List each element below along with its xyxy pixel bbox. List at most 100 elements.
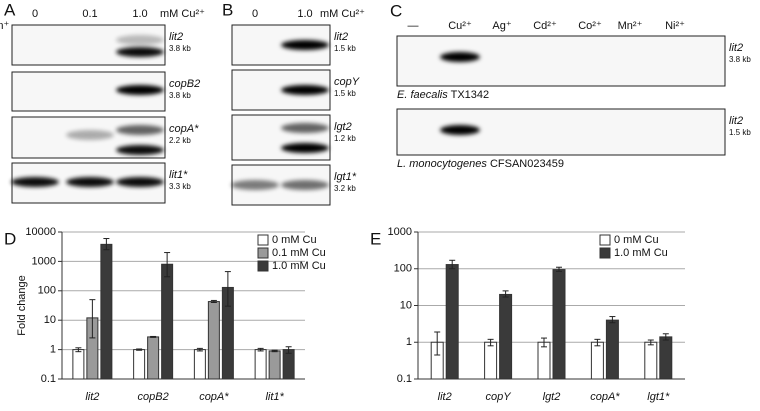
error-bar (164, 252, 171, 278)
band (281, 180, 329, 190)
error-bar (647, 339, 654, 346)
band (281, 143, 329, 153)
column-header: Co²⁺ (578, 20, 602, 32)
error-bar (594, 338, 601, 347)
error-bar (556, 266, 562, 272)
size-label: 1.5 kb (334, 89, 356, 98)
x-tick-label: lit2 (438, 391, 452, 403)
legend-label: 0.1 mM Cu (272, 247, 326, 259)
x-tick-label: lgt1* (647, 391, 670, 403)
column-header: 0 (32, 8, 38, 20)
size-label: 3.2 kb (334, 184, 356, 193)
band (281, 85, 329, 95)
size-label: 1.2 kb (334, 134, 356, 143)
panel-label: D (4, 229, 16, 248)
size-label: 3.8 kb (169, 91, 191, 100)
y-axis-label: Fold change (16, 275, 28, 336)
legend-swatch (257, 260, 269, 272)
size-label: 3.3 kb (169, 182, 191, 191)
legend-swatch (257, 234, 269, 246)
bar (499, 293, 513, 380)
blot (396, 35, 726, 87)
band (281, 123, 329, 133)
bar (484, 341, 498, 380)
y-tick-label: 10000 (25, 226, 56, 238)
band (116, 125, 164, 135)
panel-label: A (4, 0, 16, 19)
bar (605, 319, 619, 380)
column-header: Ag⁺ (492, 20, 511, 32)
error-bar (196, 347, 203, 352)
strain-caption: E. faecalis TX1342 (397, 89, 489, 101)
error-bar (75, 347, 82, 353)
y-tick-label: 1000 (32, 255, 56, 267)
error-bar (271, 349, 278, 353)
bar (644, 341, 658, 380)
panel-label: B (222, 0, 233, 19)
legend-label: 1.0 mM Cu (272, 260, 326, 272)
column-header: Cu²⁺ (448, 20, 472, 32)
bar (100, 243, 113, 380)
x-tick-label: copB2 (138, 391, 169, 403)
column-header: 1.0 (297, 8, 312, 20)
band (116, 145, 164, 155)
y-tick-label: 0.1 (397, 373, 412, 385)
x-tick-label: lit1* (265, 391, 284, 403)
column-header: — (408, 20, 419, 32)
band (116, 47, 164, 57)
x-tick-label: copA* (590, 391, 620, 403)
error-bar (150, 335, 157, 338)
error-bar (89, 299, 96, 339)
column-header: Mn²⁺ (618, 20, 643, 32)
error-bar (257, 347, 264, 352)
y-tick-label: 100 (38, 285, 56, 297)
size-label: 2.2 kb (169, 136, 191, 145)
y-tick-label: 10 (44, 314, 56, 326)
bar (282, 349, 295, 380)
strain: CFSAN023459 (490, 158, 564, 170)
strain-caption: L. monocytogenes CFSAN023459 (397, 158, 564, 170)
bar (659, 336, 673, 380)
band (11, 177, 59, 187)
panel-label: E (370, 229, 381, 248)
error-bar (449, 259, 456, 270)
band (116, 85, 164, 95)
band (440, 52, 480, 62)
error-bar (224, 271, 231, 307)
column-header: Zn⁺ (0, 20, 10, 32)
size-label: 1.5 kb (334, 44, 356, 53)
gene-label: copY (334, 76, 360, 88)
gene-label: copA* (169, 123, 199, 135)
y-tick-label: 100 (394, 263, 412, 275)
blot (11, 24, 166, 66)
bar (147, 336, 160, 380)
y-tick-label: 10 (400, 299, 412, 311)
size-label: 3.8 kb (729, 55, 751, 64)
band (66, 177, 114, 187)
bar (207, 301, 220, 380)
error-bar (103, 238, 110, 251)
gene-label: lit2 (169, 31, 183, 43)
column-header: Ni²⁺ (665, 20, 685, 32)
band (281, 40, 329, 50)
error-bar (609, 316, 616, 324)
bar (254, 349, 267, 380)
unit-label: mM Cu²⁺ (320, 8, 365, 20)
error-bar (502, 290, 509, 298)
panel-label: C (390, 1, 402, 20)
band (116, 35, 164, 45)
bar (133, 349, 146, 380)
column-header: 0.1 (82, 8, 97, 20)
error-bar (487, 338, 494, 347)
error-bar (285, 346, 292, 354)
gene-label: lgt1* (334, 171, 357, 183)
y-tick-label: 0.1 (41, 373, 56, 385)
species: E. faecalis (397, 89, 448, 101)
unit-label: mM Cu²⁺ (160, 8, 205, 20)
gene-label: lit1* (169, 169, 188, 181)
size-label: 1.5 kb (729, 128, 751, 137)
legend-swatch (599, 234, 611, 246)
band (231, 180, 279, 190)
species: L. monocytogenes (397, 158, 487, 170)
